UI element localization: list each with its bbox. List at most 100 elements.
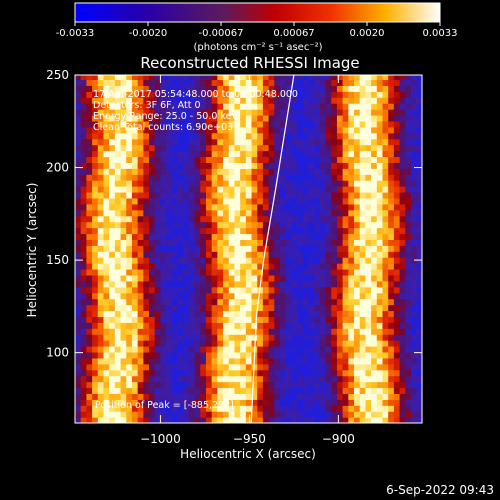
heatmap-cell [405, 239, 412, 246]
heatmap-cell [302, 369, 310, 377]
heatmap-cell [223, 286, 230, 294]
heatmap-cell [177, 393, 184, 400]
heatmap-cell [251, 75, 258, 81]
heatmap-cell [109, 405, 116, 412]
heatmap-cell [154, 75, 162, 81]
heatmap-cell [257, 304, 264, 312]
heatmap-cell [297, 221, 304, 229]
heatmap-cell [371, 209, 378, 217]
heatmap-cell [240, 263, 247, 270]
heatmap-cell [291, 268, 298, 276]
heatmap-cell [126, 156, 133, 163]
heatmap-cell [319, 411, 327, 418]
heatmap-cell [365, 85, 372, 92]
heatmap-cell [126, 138, 133, 146]
heatmap-cell [399, 316, 406, 323]
solar-limb-curve [250, 75, 295, 423]
heatmap-cell [262, 298, 270, 306]
heatmap-cell [336, 75, 344, 81]
heatmap-cell [80, 263, 87, 270]
heatmap-cell [188, 168, 196, 175]
heatmap-cell [331, 162, 338, 169]
heatmap-cell [143, 280, 150, 288]
heatmap-cell [92, 227, 99, 235]
heatmap-cell [257, 109, 264, 116]
heatmap-cell [336, 399, 344, 406]
heatmap-cell [75, 316, 82, 323]
heatmap-cell [280, 227, 287, 235]
heatmap-cell [393, 381, 401, 389]
heatmap-cell [325, 322, 332, 329]
heatmap-cell [194, 286, 201, 294]
heatmap-cell [228, 251, 236, 258]
heatmap-cell [120, 209, 127, 217]
heatmap-cell [280, 334, 287, 341]
heatmap-cell [149, 405, 156, 412]
heatmap-cell [183, 251, 190, 258]
heatmap-cell [183, 239, 190, 246]
heatmap-cell [245, 393, 253, 400]
heatmap-cell [251, 322, 258, 329]
heatmap-cell [376, 180, 384, 187]
heatmap-cell [223, 75, 230, 81]
heatmap-cell [291, 221, 298, 229]
heatmap-cell [405, 215, 412, 223]
heatmap-cell [319, 393, 327, 400]
heatmap-cell [211, 268, 218, 276]
heatmap-cell [280, 103, 287, 110]
heatmap-cell [302, 203, 310, 211]
heatmap-cell [80, 375, 87, 383]
heatmap-cell [160, 340, 167, 347]
heatmap-cell [365, 138, 372, 146]
heatmap-cell [382, 168, 389, 175]
heatmap-cell [325, 239, 332, 246]
heatmap-cell [223, 150, 230, 158]
heatmap-cell [126, 334, 133, 341]
heatmap-cell [399, 197, 406, 205]
heatmap-cell [205, 197, 213, 205]
heatmap-cell [120, 75, 127, 81]
heatmap-cell [223, 310, 230, 317]
heatmap-cell [325, 114, 332, 122]
heatmap-cell [285, 191, 292, 199]
heatmap-cell [371, 328, 378, 335]
heatmap-cell [376, 357, 384, 365]
heatmap-cell [75, 120, 82, 128]
heatmap-cell [342, 393, 349, 400]
heatmap-cell [126, 209, 133, 217]
heatmap-cell [234, 227, 241, 235]
heatmap-cell [308, 215, 315, 223]
heatmap-cell [228, 227, 236, 235]
heatmap-cell [291, 274, 298, 282]
heatmap-cell [319, 197, 327, 205]
heatmap-cell [342, 411, 349, 418]
heatmap-cell [405, 109, 412, 116]
heatmap-cell [297, 233, 304, 240]
heatmap-cell [285, 310, 292, 317]
heatmap-cell [205, 375, 213, 383]
heatmap-cell [223, 85, 230, 92]
heatmap-cell [109, 346, 116, 353]
heatmap-cell [194, 351, 201, 359]
heatmap-cell [348, 138, 355, 146]
heatmap-cell [228, 257, 236, 264]
heatmap-cell [393, 411, 401, 418]
heatmap-cell [103, 233, 110, 240]
heatmap-cell [143, 233, 150, 240]
heatmap-cell [86, 322, 93, 329]
heatmap-cell [319, 203, 327, 211]
heatmap-cell [399, 233, 406, 240]
heatmap-cell [319, 357, 327, 365]
heatmap-cell [359, 186, 367, 193]
heatmap-cell [194, 109, 201, 116]
heatmap-cell [410, 91, 418, 98]
heatmap-cell [211, 114, 218, 122]
heatmap-cell [354, 186, 361, 193]
heatmap-cell [308, 292, 315, 300]
heatmap-cell [149, 310, 156, 317]
heatmap-cell [416, 274, 422, 282]
heatmap-cell [416, 103, 422, 110]
heatmap-cell [188, 191, 196, 199]
heatmap-cell [97, 369, 105, 377]
heatmap-cell [308, 91, 315, 98]
